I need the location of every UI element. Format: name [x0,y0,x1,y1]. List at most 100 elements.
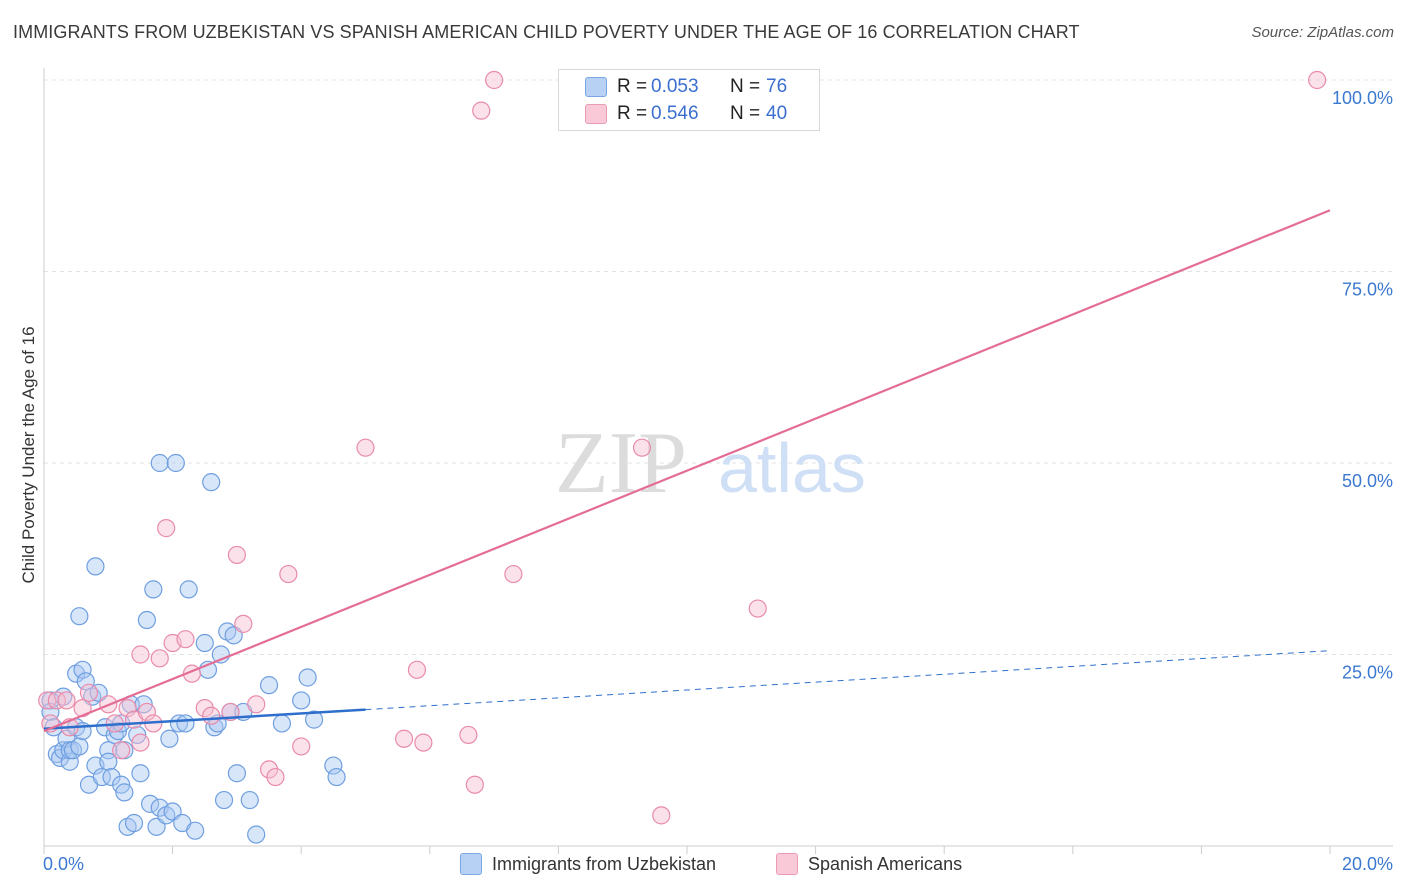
data-point [157,519,176,538]
trend-line-spanish-americans [43,209,1331,733]
bottom-legend-swatch-pink [776,853,798,875]
data-point [202,473,221,492]
bottom-legend-label: Immigrants from Uzbekistan [492,853,717,874]
trend-line-uzbekistan [43,708,366,731]
y-tick-label: 50.0% [1342,471,1393,491]
data-point [124,813,144,833]
data-point [227,545,246,565]
x-tick-label-max: 20.0% [1342,854,1393,874]
data-point [259,676,279,695]
data-point [38,691,57,710]
data-point [179,580,198,599]
data-point [414,733,433,752]
data-point [137,610,156,630]
legend-swatch-blue [585,77,607,97]
data-point [57,691,76,710]
data-point [632,438,652,457]
correlation-legend: R = 0.053 N = 76 R = 0.546 N = 40 [558,69,820,131]
data-point [102,767,121,787]
data-point [70,607,89,626]
watermark-atlas: atlas [718,429,866,507]
data-point [47,691,66,710]
data-point [150,453,169,473]
data-point [394,729,414,748]
x-tick-label-min: 0.0% [43,854,84,874]
legend-r-value: 0.053 [651,76,699,97]
data-point [99,752,118,771]
trend-line-uzbekistan-extension [365,650,1331,711]
data-point [195,633,214,653]
bottom-legend-uzbekistan: Immigrants from Uzbekistan [460,852,716,876]
data-point [472,101,491,120]
data-point [115,783,134,802]
data-point [292,737,311,756]
data-point [1308,70,1327,90]
legend-n-value: 40 [766,103,788,124]
data-point [169,714,189,733]
trend-lines [43,209,1331,733]
data-point [70,737,89,756]
watermark-zip: ZIP [555,415,687,512]
data-point [176,630,195,649]
legend-n-value: 76 [766,76,788,97]
y-tick-label: 25.0% [1342,663,1393,683]
series-spanish-americans [38,70,1327,825]
data-point [131,733,150,752]
bottom-legend-swatch-blue [460,853,482,875]
data-point [92,767,111,787]
data-point [324,756,343,775]
data-point [356,438,375,457]
bottom-legend-label: Spanish Americans [808,853,963,874]
data-point [247,695,266,714]
y-tick-labels: 25.0% 50.0% 75.0% 100.0% [1332,88,1393,683]
y-tick-label: 100.0% [1332,88,1393,108]
data-point [186,821,205,840]
data-point [304,710,324,729]
data-point [140,794,160,813]
data-point [407,660,427,679]
data-point [160,729,179,748]
data-point [118,699,137,718]
legend-n-label: N = [730,103,761,124]
data-point [748,599,767,618]
data-point [459,725,478,745]
data-point [137,702,156,722]
series-uzbekistan [41,453,346,844]
data-point [131,645,150,664]
data-point [112,741,131,760]
x-axis-ticks [43,846,1331,854]
data-point [272,714,292,733]
data-point [227,764,246,783]
source-credit: Source: ZipAtlas.com [1251,24,1394,41]
legend-r-value: 0.546 [651,103,699,124]
data-point [279,564,298,584]
data-point [144,580,163,599]
data-point [327,767,346,787]
data-point [79,683,99,702]
data-point [202,706,221,725]
data-point [214,790,234,810]
bottom-legend-spanish: Spanish Americans [776,852,962,876]
data-point [166,453,185,473]
legend-r-label: R = [617,76,648,97]
legend-r-label: R = [617,103,648,124]
data-point [298,668,317,687]
data-point [131,764,150,783]
data-point [150,649,169,668]
y-tick-label: 75.0% [1342,280,1393,300]
data-point [76,672,95,691]
data-point [266,767,285,787]
chart-title: IMMIGRANTS FROM UZBEKISTAN VS SPANISH AM… [13,22,1080,42]
data-point [485,70,504,90]
data-point [465,775,484,794]
data-point [504,564,523,584]
legend-n-label: N = [730,76,761,97]
data-point [86,557,105,576]
data-point [652,806,671,825]
data-point [240,790,259,810]
data-point [247,825,266,844]
data-point [292,691,311,710]
data-point [73,660,92,679]
data-point [176,714,195,733]
